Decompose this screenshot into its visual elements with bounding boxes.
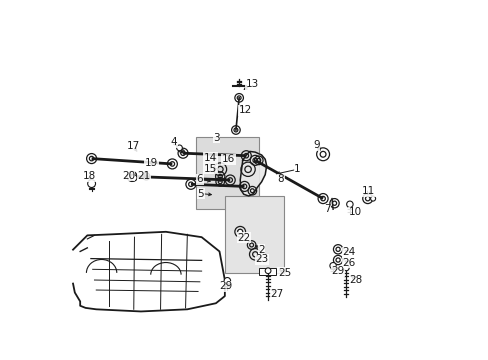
Text: 1: 1 <box>293 164 300 174</box>
Circle shape <box>370 196 375 201</box>
Circle shape <box>343 265 348 271</box>
Bar <box>258 268 275 275</box>
Circle shape <box>224 278 230 284</box>
Text: 3: 3 <box>213 133 220 143</box>
Circle shape <box>176 145 182 151</box>
Text: 13: 13 <box>245 79 259 89</box>
Text: 28: 28 <box>348 275 362 285</box>
Text: 11: 11 <box>362 186 375 197</box>
Circle shape <box>264 268 270 274</box>
Text: 26: 26 <box>342 258 355 268</box>
Text: 6: 6 <box>196 174 203 184</box>
Text: 17: 17 <box>126 141 140 151</box>
Text: 21: 21 <box>137 171 150 181</box>
Text: 19: 19 <box>145 158 158 168</box>
Text: 16: 16 <box>222 154 235 164</box>
Text: 9: 9 <box>313 140 319 150</box>
Text: 2: 2 <box>258 245 264 255</box>
Circle shape <box>87 180 95 188</box>
Polygon shape <box>240 152 266 196</box>
Text: 29: 29 <box>219 282 232 292</box>
Circle shape <box>329 262 336 269</box>
Bar <box>224 196 283 273</box>
Circle shape <box>237 229 242 234</box>
Text: 27: 27 <box>269 289 283 298</box>
Circle shape <box>346 201 352 207</box>
Text: 18: 18 <box>82 171 96 181</box>
Text: 23: 23 <box>255 254 268 264</box>
Text: 15: 15 <box>203 163 217 174</box>
Text: 8: 8 <box>277 174 284 184</box>
Text: 10: 10 <box>348 207 361 217</box>
Text: 14: 14 <box>203 153 217 163</box>
Text: 24: 24 <box>342 247 355 257</box>
Text: 5: 5 <box>197 189 204 199</box>
Text: 22: 22 <box>237 233 250 243</box>
Text: 20: 20 <box>122 171 135 181</box>
Text: 29: 29 <box>331 266 344 276</box>
Circle shape <box>130 175 137 181</box>
Bar <box>196 137 258 208</box>
Text: 4: 4 <box>170 138 177 148</box>
Text: 7: 7 <box>324 204 330 214</box>
Text: 12: 12 <box>238 105 251 115</box>
Text: 25: 25 <box>277 268 290 278</box>
